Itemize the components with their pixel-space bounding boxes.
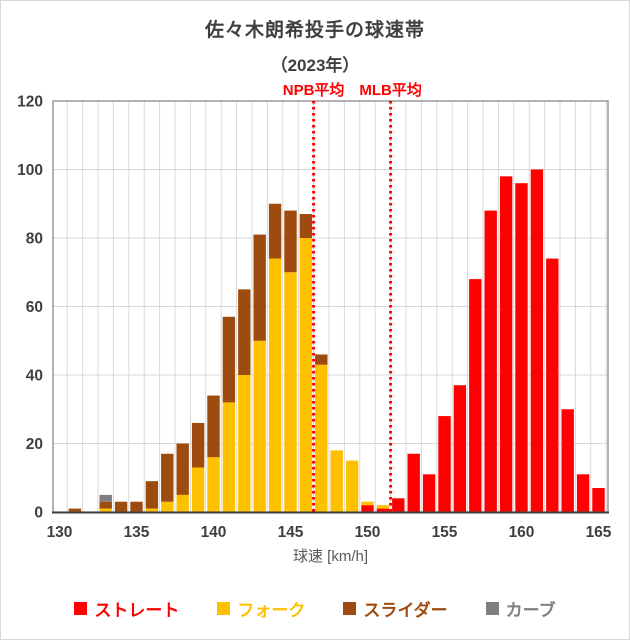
bar-segment	[99, 508, 112, 512]
y-tick-label: 80	[26, 231, 43, 248]
bar-segment	[299, 214, 313, 238]
legend: ストレート フォーク スライダー カーブ	[1, 596, 629, 621]
x-tick-label: 155	[432, 524, 458, 541]
bar-segment	[114, 501, 128, 512]
legend-item: フォーク	[217, 596, 305, 621]
x-tick-label: 135	[124, 524, 150, 541]
bar-segment	[376, 505, 390, 509]
bar-segment	[176, 494, 189, 512]
bar-segment	[407, 453, 420, 512]
y-tick-label: 120	[17, 94, 43, 111]
bar-segment	[453, 385, 467, 512]
bar-segment	[68, 508, 82, 512]
bar-segment	[191, 422, 205, 468]
ref-line-label: NPB平均	[283, 81, 345, 99]
chart-title: 佐々木朗希投手の球速帯	[204, 20, 425, 41]
legend-label: ストレート	[94, 601, 180, 620]
bar-segment	[422, 474, 436, 512]
bar-segment	[176, 443, 189, 495]
x-tick-label: 160	[509, 524, 535, 541]
bar-segment	[345, 460, 359, 512]
legend-item: スライダー	[343, 596, 448, 621]
legend-swatch	[217, 602, 231, 615]
y-tick-label: 60	[26, 299, 43, 316]
x-tick-label: 165	[586, 524, 612, 541]
bar-segment	[161, 453, 174, 502]
legend-item: ストレート	[74, 596, 179, 621]
legend-label: スライダー	[363, 601, 448, 620]
bar-segment	[222, 402, 236, 512]
bar-segment	[592, 488, 605, 512]
bar-segment	[530, 169, 544, 512]
x-axis-title: 球速 [km/h]	[293, 548, 368, 565]
bar-segment	[484, 210, 497, 512]
bar-segment	[392, 498, 405, 512]
legend-label: フォーク	[237, 601, 306, 620]
bar-segment	[546, 258, 559, 512]
bar-segment	[238, 289, 251, 375]
legend-swatch	[74, 602, 88, 615]
bar-segment	[515, 183, 528, 512]
bar-segment	[284, 272, 297, 512]
legend-label: カーブ	[505, 601, 556, 620]
legend-item: カーブ	[485, 596, 556, 621]
y-tick-label: 20	[26, 436, 43, 453]
chart-subtitle: （2023年）	[270, 56, 360, 75]
bar-segment	[376, 508, 390, 512]
bar-segment	[99, 494, 112, 502]
y-tick-label: 40	[26, 368, 43, 385]
bar-segment	[361, 505, 374, 512]
y-tick-label: 0	[34, 505, 43, 522]
bar-segment	[253, 340, 266, 512]
x-tick-label: 130	[47, 524, 73, 541]
bar-segment	[222, 316, 236, 403]
ref-line-label: MLB平均	[359, 81, 422, 99]
bar-segment	[330, 450, 343, 512]
bar-segment	[253, 234, 266, 341]
legend-swatch	[485, 602, 499, 615]
bar-segment	[130, 501, 143, 512]
bar-segment	[315, 354, 328, 365]
legend-swatch	[343, 602, 357, 615]
bar-segment	[576, 474, 590, 512]
bar-segment	[438, 416, 451, 512]
x-tick-label: 140	[201, 524, 227, 541]
bar-segment	[99, 501, 112, 509]
bar-segment	[161, 501, 174, 512]
bar-segment	[145, 508, 159, 512]
bar-segment	[299, 238, 313, 512]
bar-segment	[268, 258, 282, 512]
bar-segment	[238, 375, 251, 512]
bar-segment	[145, 481, 159, 509]
bar-segment	[315, 364, 328, 512]
x-tick-label: 150	[355, 524, 381, 541]
bar-segment	[499, 176, 513, 512]
bar-segment	[207, 457, 220, 512]
bar-segment	[191, 467, 205, 512]
bar-segment	[361, 501, 374, 506]
bar-segment	[207, 395, 220, 458]
bar-segment	[561, 409, 574, 512]
x-tick-label: 145	[278, 524, 304, 541]
bar-segment	[268, 203, 282, 259]
bar-segment	[284, 210, 297, 273]
y-tick-label: 100	[17, 162, 43, 179]
bar-segment	[469, 279, 482, 512]
